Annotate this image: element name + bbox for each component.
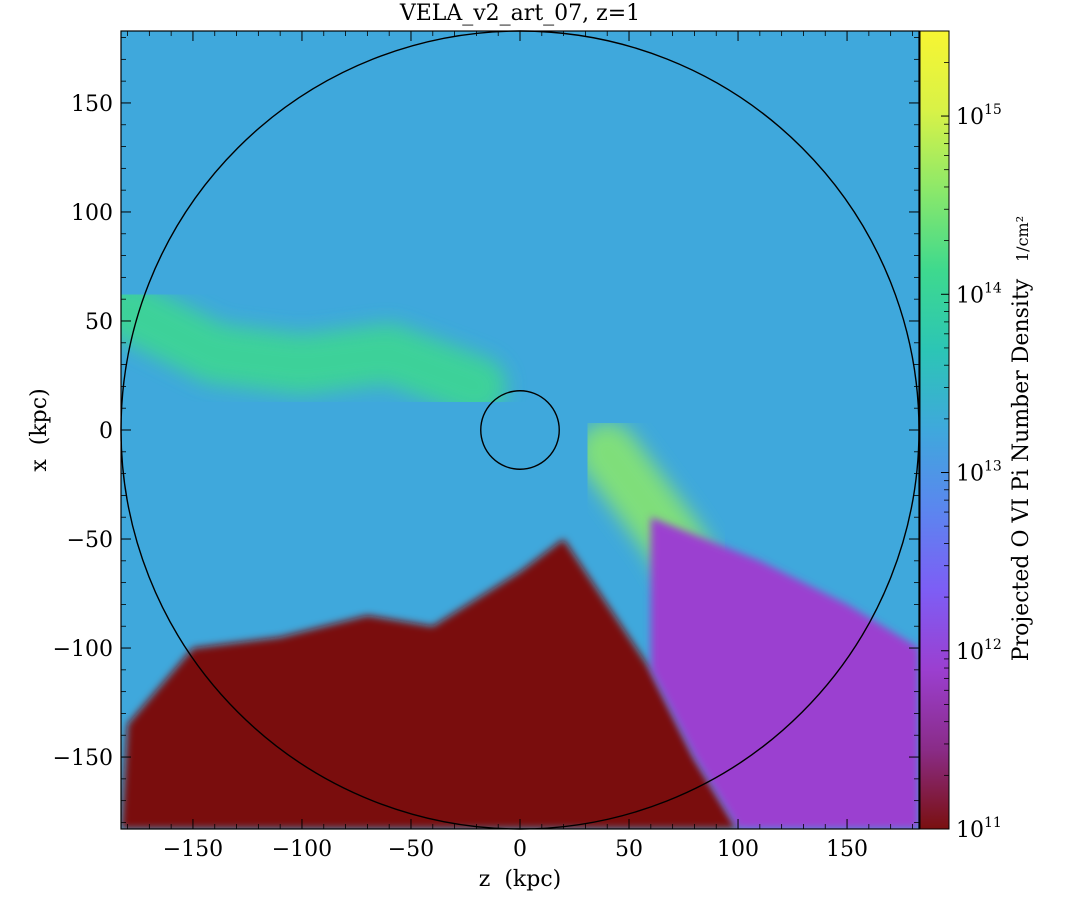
heatmap-structures bbox=[121, 280, 919, 829]
colorbar-tick-label: 1013 bbox=[956, 459, 1002, 487]
y-tick-label: −50 bbox=[67, 528, 113, 553]
y-tick-label: −150 bbox=[53, 746, 113, 771]
colorbar bbox=[919, 30, 950, 830]
colorbar-label: Projected O VI Pi Number Density bbox=[1009, 278, 1034, 661]
y-tick-label: 0 bbox=[99, 419, 113, 444]
y-tick-label: 100 bbox=[71, 201, 113, 226]
x-tick-label: −50 bbox=[388, 837, 434, 862]
x-tick-label: 100 bbox=[717, 837, 759, 862]
x-tick-label: 50 bbox=[615, 837, 643, 862]
y-tick-label: 150 bbox=[71, 92, 113, 117]
colorbar-label-group: Projected O VI Pi Number Density 1/cm² bbox=[1009, 216, 1034, 661]
x-tick-label: 0 bbox=[513, 837, 527, 862]
colorbar-units: 1/cm² bbox=[1013, 216, 1032, 262]
colorbar-ticks: 1015 1014 1013 1012 1011 bbox=[941, 30, 1002, 843]
colorbar-tick-label: 1015 bbox=[956, 102, 1002, 130]
heatmap-region-2 bbox=[121, 539, 739, 829]
heatmap-region-3 bbox=[650, 517, 919, 829]
colorbar-tick-label: 1014 bbox=[956, 280, 1002, 308]
heatmap-filament-0 bbox=[121, 280, 507, 417]
x-tick-label: 150 bbox=[826, 837, 868, 862]
x-axis-ticks: −150 −100 −50 0 50 100 150 bbox=[127, 31, 913, 862]
y-axis-label: x (kpc) bbox=[27, 388, 52, 471]
colorbar-tick-label: 1012 bbox=[956, 637, 1002, 665]
x-tick-label: −150 bbox=[163, 837, 223, 862]
y-tick-label: 50 bbox=[85, 310, 113, 335]
y-tick-label: −100 bbox=[53, 637, 113, 662]
x-tick-label: −100 bbox=[272, 837, 332, 862]
y-axis-ticks: 150 100 50 0 −50 −100 −150 bbox=[53, 37, 919, 823]
colorbar-tick-label: 1011 bbox=[956, 815, 1002, 843]
heatmap-image bbox=[121, 31, 919, 829]
x-axis-label: z (kpc) bbox=[479, 867, 561, 892]
chart-title: VELA_v2_art_07, z=1 bbox=[399, 1, 640, 26]
inner-radius-circle bbox=[480, 390, 560, 470]
